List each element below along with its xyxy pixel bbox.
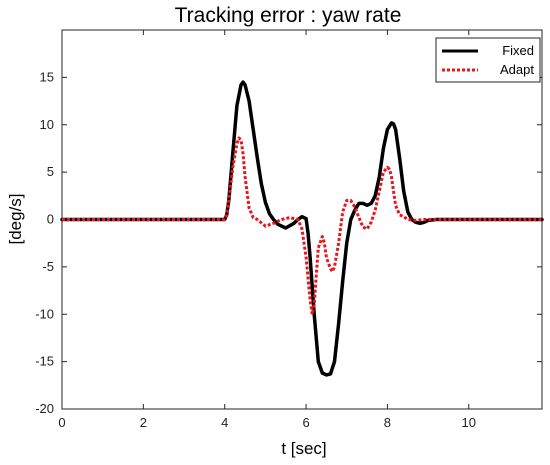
x-axis-label: t [sec] [281, 439, 326, 458]
y-axis-label: [deg/s] [6, 193, 25, 244]
x-tick-label: 0 [58, 415, 65, 430]
y-tick-label: -20 [35, 401, 54, 416]
series-line-fixed [60, 80, 544, 377]
y-tick-label: 10 [40, 117, 54, 132]
x-tick-label: 2 [140, 415, 147, 430]
chart-title: Tracking error : yaw rate [175, 4, 402, 27]
x-tick-label: 8 [384, 415, 391, 430]
x-tick-label: 6 [302, 415, 309, 430]
x-tick-label: 4 [221, 415, 228, 430]
legend-box [435, 37, 541, 83]
x-tick-label: 10 [462, 415, 476, 430]
legend-label-adapt: Adapt [500, 62, 534, 77]
y-tick-label: -15 [35, 354, 54, 369]
legend-label-fixed: Fixed [502, 43, 534, 58]
y-tick-label: -5 [42, 259, 54, 274]
plot-area: 0 2 4 6 8 10 -20 -15 -10 -5 0 5 10 15 Fixed Adapt [35, 29, 544, 430]
y-tick-label: -10 [35, 306, 54, 321]
y-tick-label: 15 [40, 69, 54, 84]
y-tick-label: 0 [47, 212, 54, 227]
y-tick-label: 5 [47, 164, 54, 179]
series-line-adapt [62, 136, 542, 316]
